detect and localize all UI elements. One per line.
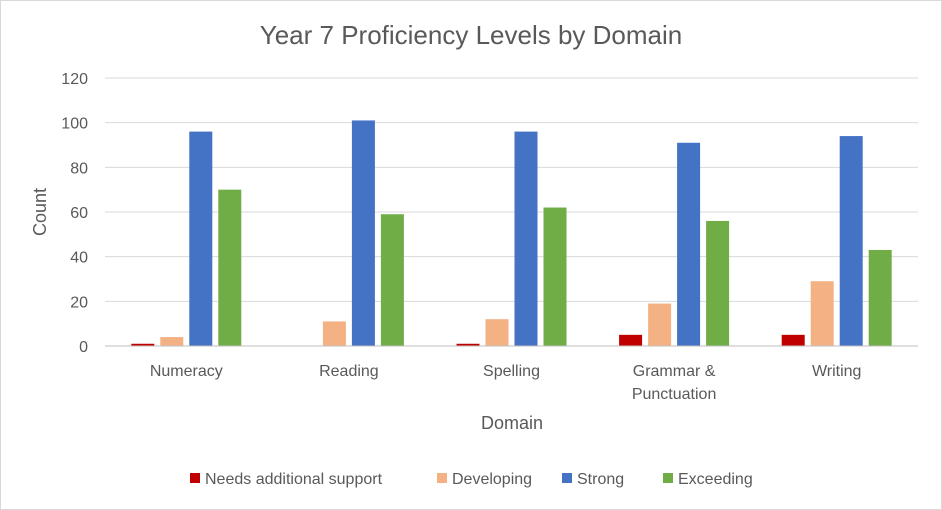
x-tick-label: Reading xyxy=(319,363,379,380)
y-tick-label: 80 xyxy=(70,160,88,177)
y-axis-title: Count xyxy=(30,188,50,236)
bar-developing xyxy=(648,303,672,346)
bar-exceeding xyxy=(543,207,567,346)
x-tick-label: Spelling xyxy=(483,363,540,380)
bar-needs-additional-support xyxy=(619,334,643,346)
bar-developing xyxy=(485,319,509,346)
bar-strong xyxy=(677,142,701,346)
y-tick-label: 0 xyxy=(79,339,88,356)
y-axis-ticks: 0 20 40 60 80 100 120 xyxy=(61,71,88,356)
bar-developing xyxy=(160,337,184,346)
legend: Needs additional support Developing Strong… xyxy=(190,471,753,488)
bar-developing xyxy=(810,281,834,346)
bar-exceeding xyxy=(380,214,404,346)
y-tick-label: 60 xyxy=(70,205,88,222)
bar-strong xyxy=(514,131,538,346)
bar-needs-additional-support xyxy=(456,343,480,346)
bar-exceeding xyxy=(218,189,242,346)
bar-strong xyxy=(351,120,375,346)
y-tick-label: 20 xyxy=(70,294,88,311)
x-tick-label: Numeracy xyxy=(150,363,223,380)
x-tick-label: Punctuation xyxy=(632,386,717,403)
bar-exceeding xyxy=(868,249,892,346)
chart-title: Year 7 Proficiency Levels by Domain xyxy=(260,20,682,50)
legend-swatch xyxy=(190,473,200,483)
bar-needs-additional-support xyxy=(781,334,805,346)
legend-label: Strong xyxy=(577,471,624,488)
x-axis-ticks: Numeracy Reading Spelling Grammar & Punctuat… xyxy=(150,363,862,403)
bar-strong xyxy=(839,136,863,346)
y-tick-label: 40 xyxy=(70,250,88,267)
legend-swatch xyxy=(437,473,447,483)
legend-swatch xyxy=(562,473,572,483)
legend-label: Developing xyxy=(452,471,532,488)
y-tick-label: 120 xyxy=(61,71,88,88)
x-tick-label: Grammar & xyxy=(633,363,716,380)
bar-strong xyxy=(189,131,213,346)
bars xyxy=(131,120,892,346)
legend-label: Exceeding xyxy=(678,471,753,488)
legend-label: Needs additional support xyxy=(205,471,383,488)
bar-exceeding xyxy=(706,220,730,346)
legend-swatch xyxy=(663,473,673,483)
bar-developing xyxy=(322,321,346,346)
x-tick-label: Writing xyxy=(812,363,862,380)
bar-needs-additional-support xyxy=(131,343,155,346)
y-tick-label: 100 xyxy=(61,116,88,133)
x-axis-title: Domain xyxy=(481,413,543,433)
